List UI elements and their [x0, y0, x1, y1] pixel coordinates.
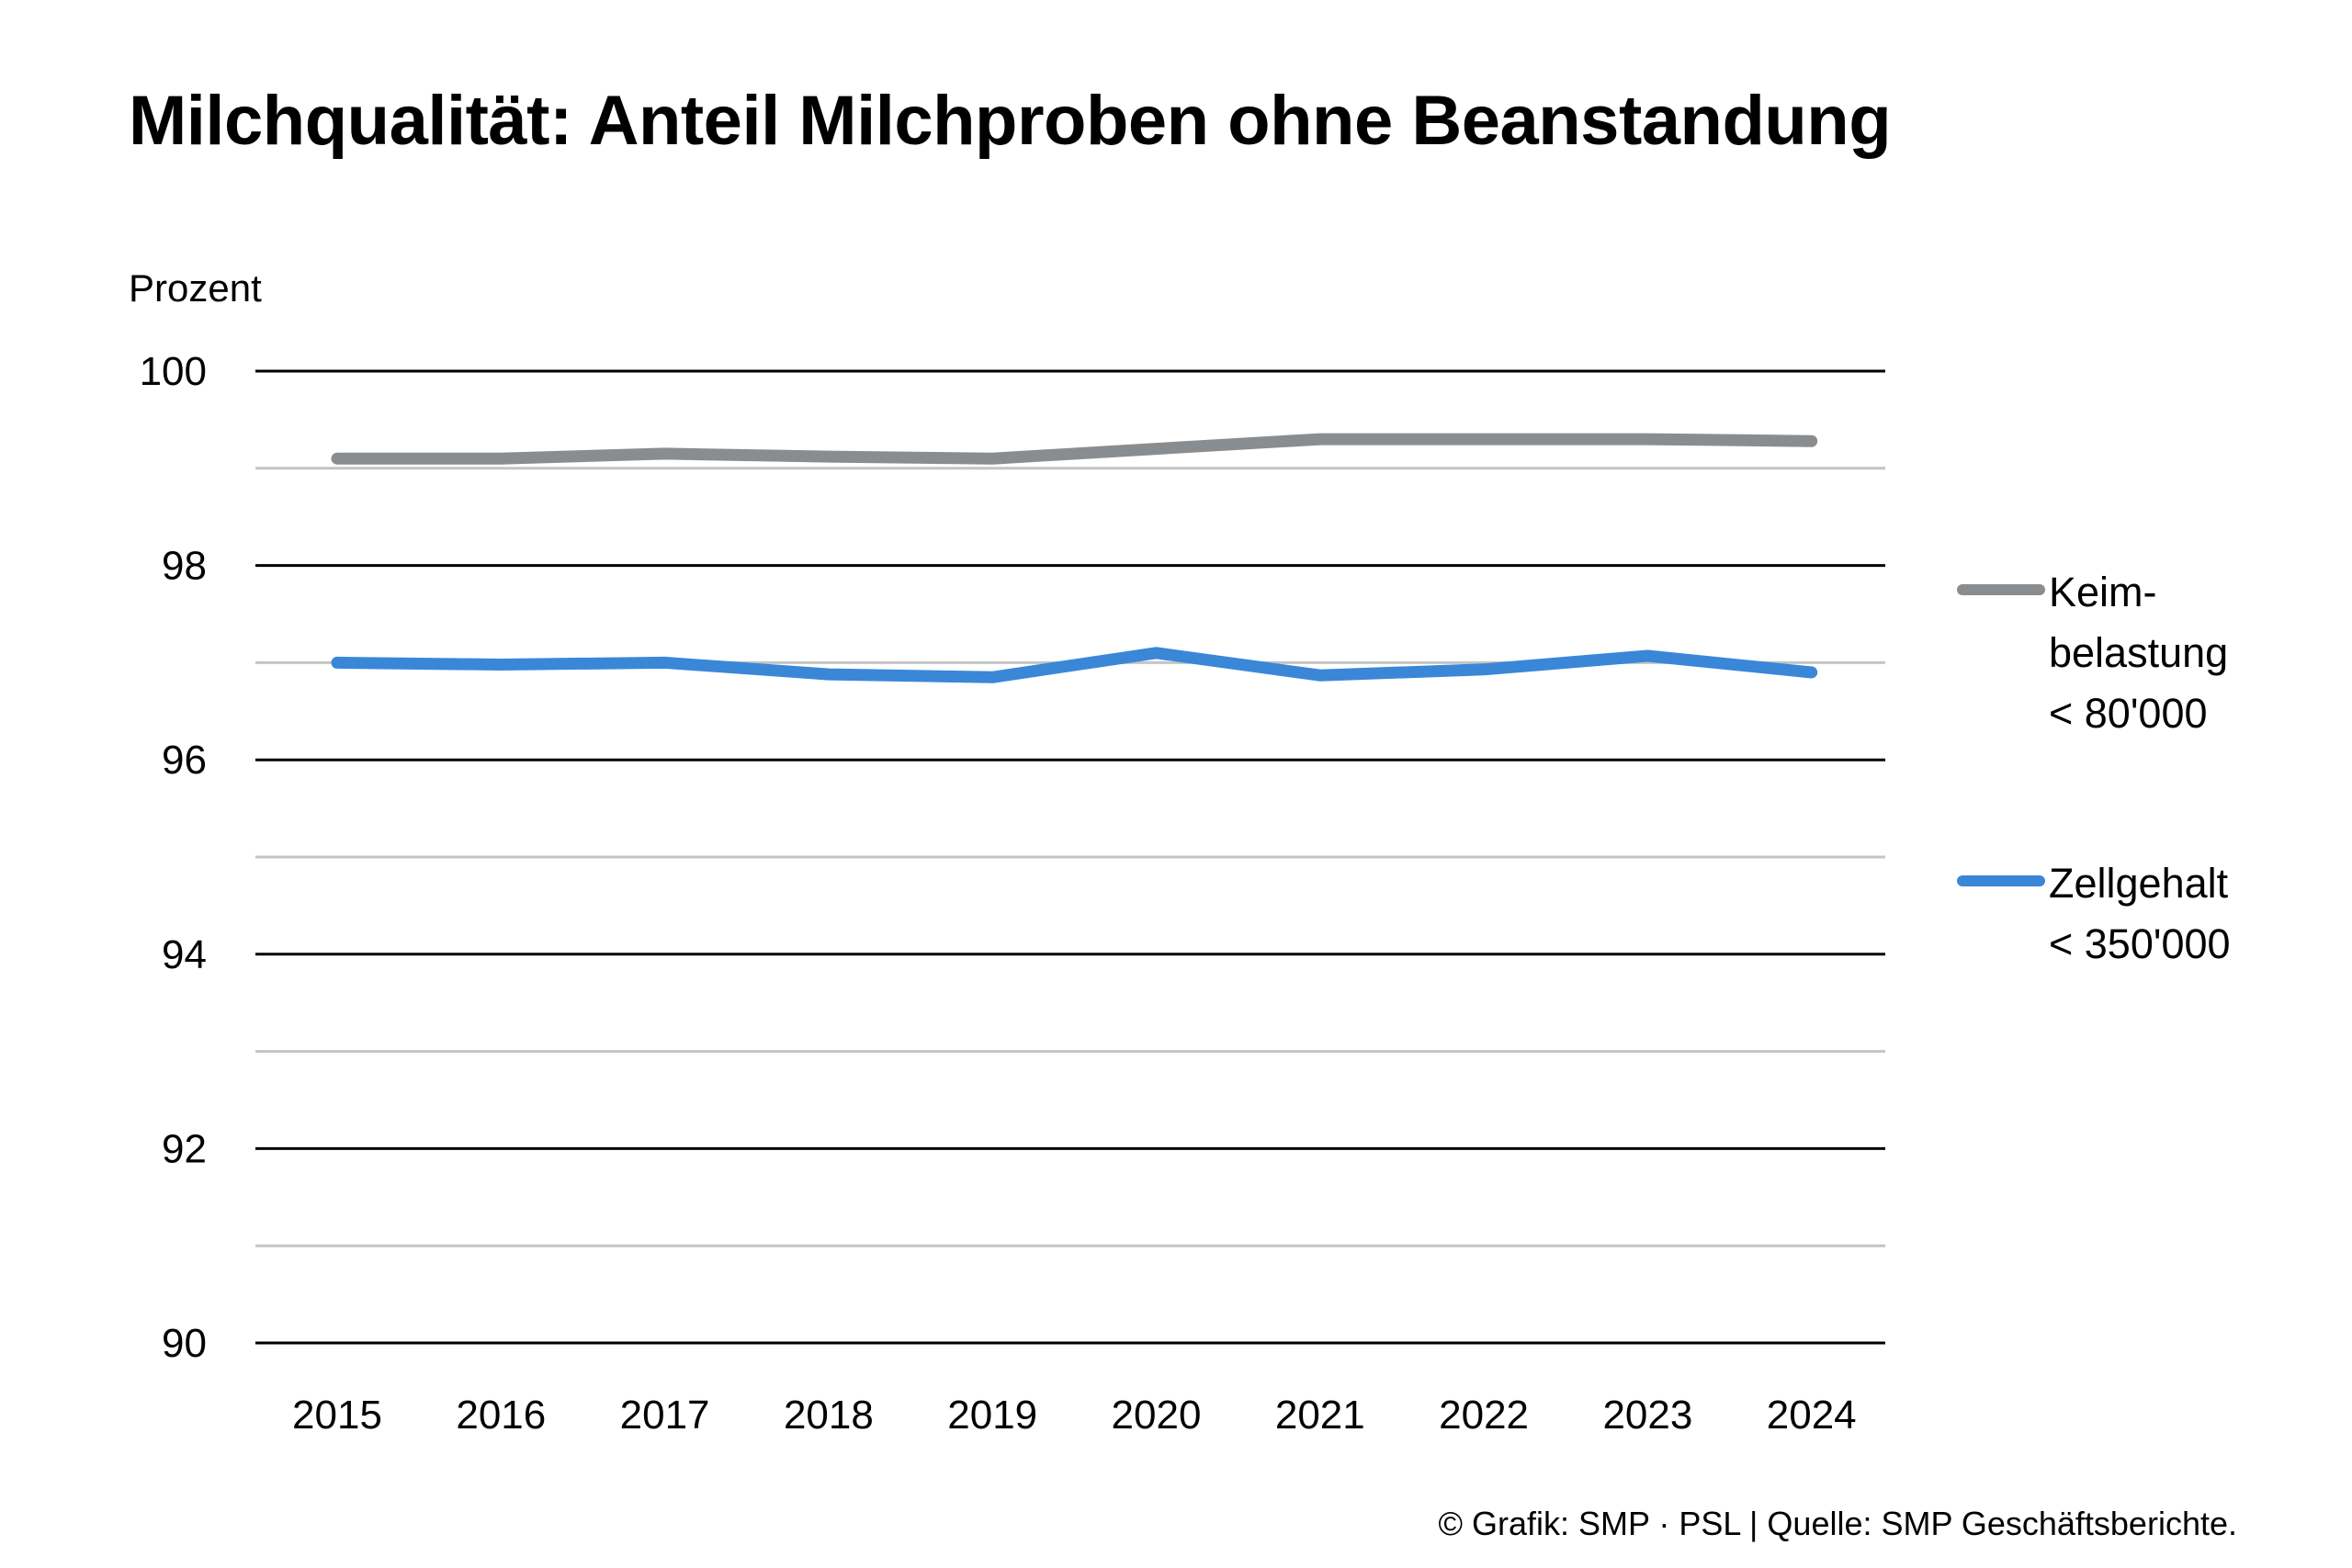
y-tick-label: 92 [162, 1126, 207, 1171]
y-tick-labels: 100 98 96 94 92 90 [140, 349, 207, 1366]
x-tick-label: 2015 [292, 1393, 382, 1438]
legend-swatch-zellgehalt [1957, 875, 2045, 886]
legend-label-zellgehalt: Zellgehalt < 350'000 [2049, 860, 2231, 967]
y-tick-label: 94 [162, 932, 207, 977]
series-lines [331, 433, 1818, 683]
series-line-keimbelastung [331, 433, 1818, 465]
legend-label-keimbelastung: Keim- belastung < 80'000 [2049, 569, 2229, 737]
x-tick-label: 2019 [947, 1393, 1037, 1438]
x-tick-label: 2017 [620, 1393, 710, 1438]
source-footer: © Grafik: SMP · PSL | Quelle: SMP Geschä… [1438, 1505, 2237, 1542]
chart-title: Milchqualität: Anteil Milchproben ohne B… [129, 82, 1892, 160]
legend-item-zellgehalt: Zellgehalt < 350'000 [1957, 853, 2231, 975]
series-line-zellgehalt [331, 647, 1818, 683]
y-axis-label: Prozent [129, 266, 262, 310]
grid-lines [255, 369, 1885, 1345]
legend-swatch-keimbelastung [1957, 584, 2045, 595]
x-tick-label: 2018 [784, 1393, 874, 1438]
x-tick-label: 2020 [1112, 1393, 1202, 1438]
y-tick-label: 98 [162, 544, 207, 589]
x-tick-label: 2024 [1767, 1393, 1857, 1438]
x-tick-label: 2021 [1275, 1393, 1365, 1438]
y-tick-label: 96 [162, 738, 207, 783]
legend-item-keimbelastung: Keim- belastung < 80'000 [1957, 562, 2228, 744]
x-tick-label: 2023 [1602, 1393, 1692, 1438]
x-tick-label: 2016 [456, 1393, 546, 1438]
y-tick-label: 90 [162, 1321, 207, 1366]
x-tick-label: 2022 [1439, 1393, 1529, 1438]
x-tick-labels: 2015 2016 2017 2018 2019 2020 2021 2022 2023 2024 [292, 1393, 1857, 1438]
y-tick-label: 100 [140, 349, 207, 394]
